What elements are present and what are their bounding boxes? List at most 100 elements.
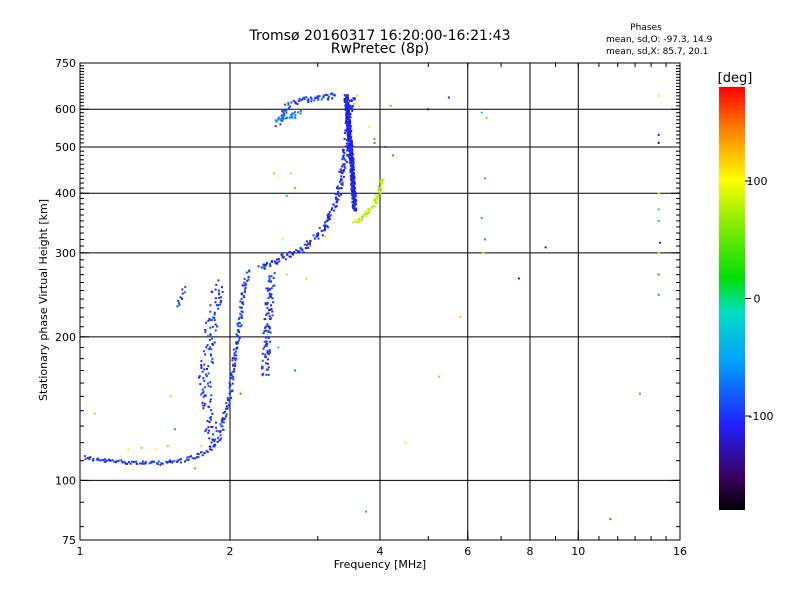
data-point (283, 113, 286, 116)
data-point (327, 98, 330, 101)
data-point (194, 457, 197, 460)
data-point (129, 462, 132, 465)
data-point (159, 463, 162, 466)
data-point (323, 235, 326, 238)
data-point (219, 430, 222, 433)
data-point (347, 103, 350, 106)
data-point (353, 176, 356, 179)
data-point (211, 361, 214, 364)
data-point (223, 417, 226, 420)
data-point (352, 205, 355, 208)
data-point (349, 171, 352, 174)
data-point (243, 288, 246, 291)
stats-heading: Phases (630, 23, 662, 33)
data-point (351, 201, 354, 204)
data-point (323, 224, 326, 227)
data-point (298, 250, 301, 253)
data-point (345, 117, 348, 120)
data-point (269, 331, 272, 334)
data-point (263, 266, 266, 269)
data-point (273, 260, 276, 263)
data-point (482, 251, 485, 254)
data-point (239, 312, 242, 315)
data-point (220, 296, 223, 299)
data-point (333, 209, 336, 212)
data-point (265, 314, 268, 317)
data-point (214, 329, 217, 332)
data-point (210, 319, 213, 322)
data-point (108, 459, 111, 462)
data-point (309, 240, 312, 243)
data-point (330, 92, 333, 95)
data-point (214, 438, 217, 441)
data-point (232, 376, 235, 379)
data-point (318, 226, 321, 229)
data-point (200, 360, 203, 363)
data-point (269, 295, 272, 298)
data-point (265, 303, 268, 306)
data-point (154, 448, 157, 451)
data-point (335, 201, 338, 204)
data-point (265, 344, 268, 347)
data-point (327, 215, 330, 218)
data-point (219, 303, 222, 306)
data-point (375, 194, 378, 197)
data-point (344, 145, 347, 148)
data-point (343, 165, 346, 168)
data-point (264, 325, 267, 328)
data-point (354, 192, 357, 195)
data-point (265, 287, 268, 290)
data-point (203, 404, 206, 407)
data-point (353, 203, 356, 206)
data-point (352, 206, 355, 209)
data-point (207, 348, 210, 351)
data-point (274, 261, 277, 264)
data-point (281, 115, 284, 118)
data-point (276, 261, 279, 264)
data-point (349, 154, 352, 157)
data-point (261, 374, 264, 377)
data-point (209, 398, 212, 401)
data-point (352, 97, 355, 100)
data-point (217, 289, 220, 292)
data-point (303, 96, 306, 99)
data-point (289, 255, 292, 258)
data-point (200, 393, 203, 396)
data-point (179, 296, 182, 299)
data-point (270, 307, 273, 310)
chart-title: Tromsø 20160317 16:20:00-16:21:43 (249, 28, 511, 44)
data-point (270, 275, 273, 278)
data-point (376, 197, 379, 200)
data-point (377, 194, 380, 197)
data-point (231, 389, 234, 392)
data-point (657, 219, 660, 222)
data-point (639, 392, 642, 395)
data-point (291, 112, 294, 115)
data-point (265, 340, 268, 343)
data-point (350, 150, 353, 153)
data-point (352, 168, 355, 171)
data-point (262, 347, 265, 350)
data-point (346, 110, 349, 113)
data-point (346, 117, 349, 120)
data-point (352, 190, 355, 193)
data-point (225, 413, 228, 416)
data-point (273, 284, 276, 287)
data-point (207, 335, 210, 338)
data-point (353, 208, 356, 211)
data-point (351, 187, 354, 190)
data-point (609, 518, 612, 521)
data-point (339, 168, 342, 171)
data-point (202, 377, 205, 380)
data-point (104, 458, 107, 461)
data-point (176, 459, 179, 462)
data-point (229, 372, 232, 375)
data-point (210, 348, 213, 351)
data-point (350, 188, 353, 191)
data-point (203, 452, 206, 455)
data-point (233, 352, 236, 355)
data-point (204, 373, 207, 376)
data-point (234, 365, 237, 368)
data-point (308, 241, 311, 244)
data-point (659, 241, 662, 244)
